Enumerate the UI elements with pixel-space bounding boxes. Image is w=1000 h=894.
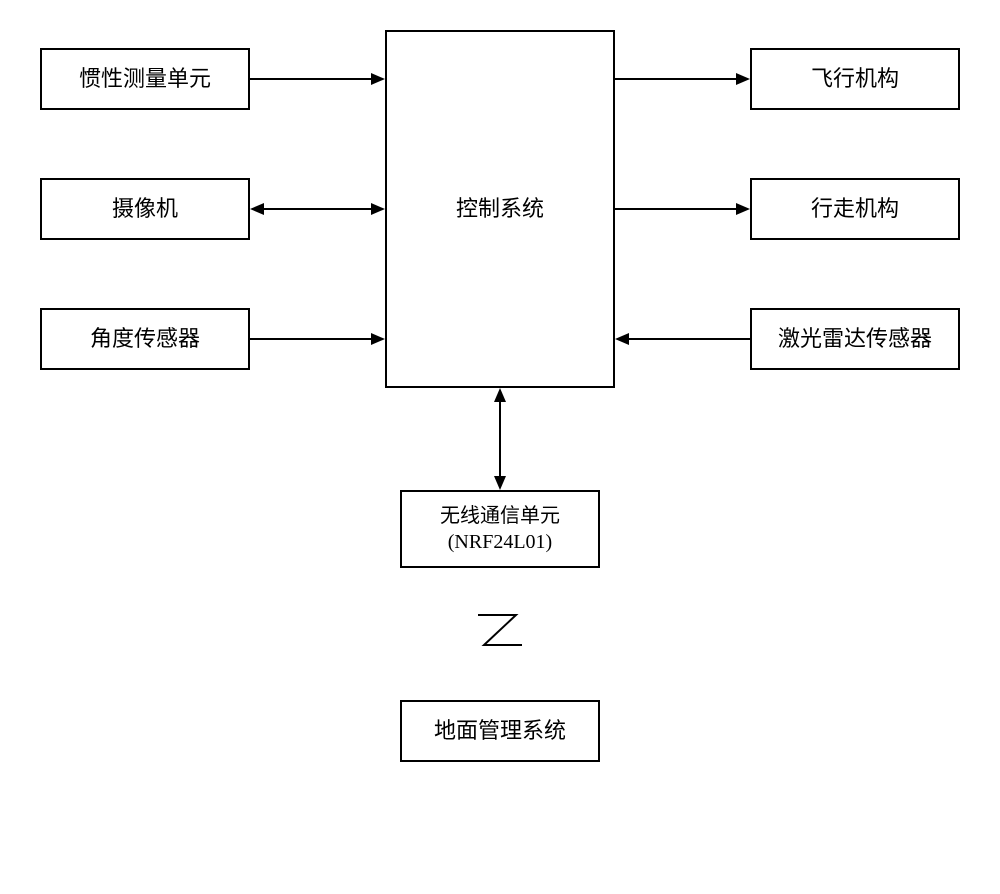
node-ground-label: 地面管理系统: [434, 717, 566, 746]
edge-camera-control: [250, 199, 385, 219]
node-angle: 角度传感器: [40, 308, 250, 370]
node-camera: 摄像机: [40, 178, 250, 240]
edge-control-walk: [615, 199, 750, 219]
node-walk: 行走机构: [750, 178, 960, 240]
node-fly: 飞行机构: [750, 48, 960, 110]
wireless-link-icon: [470, 600, 530, 660]
edge-imu-control: [250, 69, 385, 89]
node-fly-label: 飞行机构: [811, 65, 899, 94]
node-walk-label: 行走机构: [811, 195, 899, 224]
edge-control-wireless: [490, 388, 510, 490]
edge-lidar-control: [615, 329, 750, 349]
node-camera-label: 摄像机: [112, 195, 178, 224]
node-angle-label: 角度传感器: [90, 325, 200, 354]
node-lidar: 激光雷达传感器: [750, 308, 960, 370]
edge-angle-control: [250, 329, 385, 349]
node-ground: 地面管理系统: [400, 700, 600, 762]
node-imu: 惯性测量单元: [40, 48, 250, 110]
node-control-label: 控制系统: [456, 195, 544, 224]
node-wireless-label: 无线通信单元 (NRF24L01): [440, 503, 560, 555]
edge-control-fly: [615, 69, 750, 89]
diagram-canvas: 惯性测量单元 摄像机 角度传感器 控制系统 飞行机构 行走机构 激光雷达传感器 …: [0, 0, 1000, 894]
node-lidar-label: 激光雷达传感器: [778, 325, 932, 354]
node-imu-label: 惯性测量单元: [79, 65, 211, 94]
node-wireless: 无线通信单元 (NRF24L01): [400, 490, 600, 568]
node-control: 控制系统: [385, 30, 615, 388]
